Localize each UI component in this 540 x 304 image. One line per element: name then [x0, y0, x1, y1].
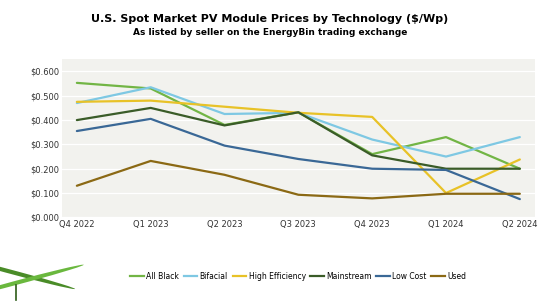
- Legend: All Black, Bifacial, High Efficiency, Mainstream, Low Cost, Used: All Black, Bifacial, High Efficiency, Ma…: [127, 269, 470, 284]
- Text: ENERGYBIN: ENERGYBIN: [30, 272, 115, 285]
- Ellipse shape: [0, 255, 75, 289]
- Text: U.S. Spot Market PV Module Prices by Technology ($/Wp): U.S. Spot Market PV Module Prices by Tec…: [91, 14, 449, 24]
- Ellipse shape: [0, 265, 84, 299]
- Text: As listed by seller on the EnergyBin trading exchange: As listed by seller on the EnergyBin tra…: [133, 28, 407, 37]
- Text: © 2024: © 2024: [472, 272, 524, 285]
